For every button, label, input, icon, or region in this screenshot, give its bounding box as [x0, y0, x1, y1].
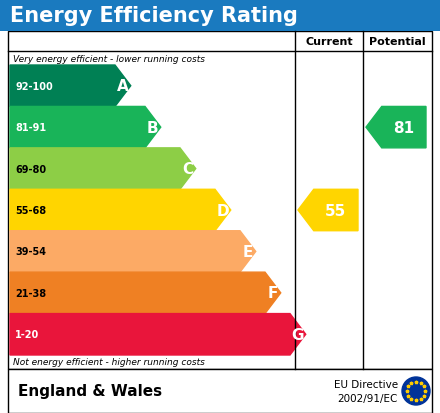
Text: C: C — [182, 161, 194, 177]
Text: F: F — [268, 286, 278, 301]
Text: G: G — [292, 327, 304, 342]
Text: A: A — [117, 79, 129, 94]
Text: Energy Efficiency Rating: Energy Efficiency Rating — [10, 6, 298, 26]
Polygon shape — [10, 273, 281, 314]
Text: 39-54: 39-54 — [15, 247, 46, 257]
Text: England & Wales: England & Wales — [18, 384, 162, 399]
Text: Not energy efficient - higher running costs: Not energy efficient - higher running co… — [13, 358, 205, 367]
Text: 55: 55 — [325, 203, 346, 218]
Text: B: B — [147, 120, 159, 135]
Polygon shape — [10, 66, 131, 107]
Bar — [8, 369, 432, 413]
Text: EU Directive: EU Directive — [334, 380, 398, 389]
Polygon shape — [10, 107, 161, 149]
Text: 21-38: 21-38 — [15, 288, 46, 298]
Text: 1-20: 1-20 — [15, 330, 39, 339]
Text: 69-80: 69-80 — [15, 164, 46, 174]
Bar — [8, 32, 432, 369]
Text: 81-91: 81-91 — [15, 123, 46, 133]
Bar — [0, 0, 440, 32]
Circle shape — [402, 377, 430, 405]
Text: Current: Current — [305, 37, 353, 47]
Text: 81: 81 — [393, 120, 414, 135]
Polygon shape — [366, 107, 426, 149]
Text: Very energy efficient - lower running costs: Very energy efficient - lower running co… — [13, 55, 205, 63]
Text: 2002/91/EC: 2002/91/EC — [337, 393, 398, 403]
Polygon shape — [10, 231, 256, 273]
Polygon shape — [10, 190, 231, 231]
Text: Potential: Potential — [369, 37, 426, 47]
Text: D: D — [216, 203, 229, 218]
Polygon shape — [10, 314, 306, 355]
Polygon shape — [298, 190, 358, 231]
Polygon shape — [10, 149, 196, 190]
Text: 55-68: 55-68 — [15, 206, 46, 216]
Text: 92-100: 92-100 — [15, 81, 53, 92]
Text: E: E — [243, 244, 253, 259]
